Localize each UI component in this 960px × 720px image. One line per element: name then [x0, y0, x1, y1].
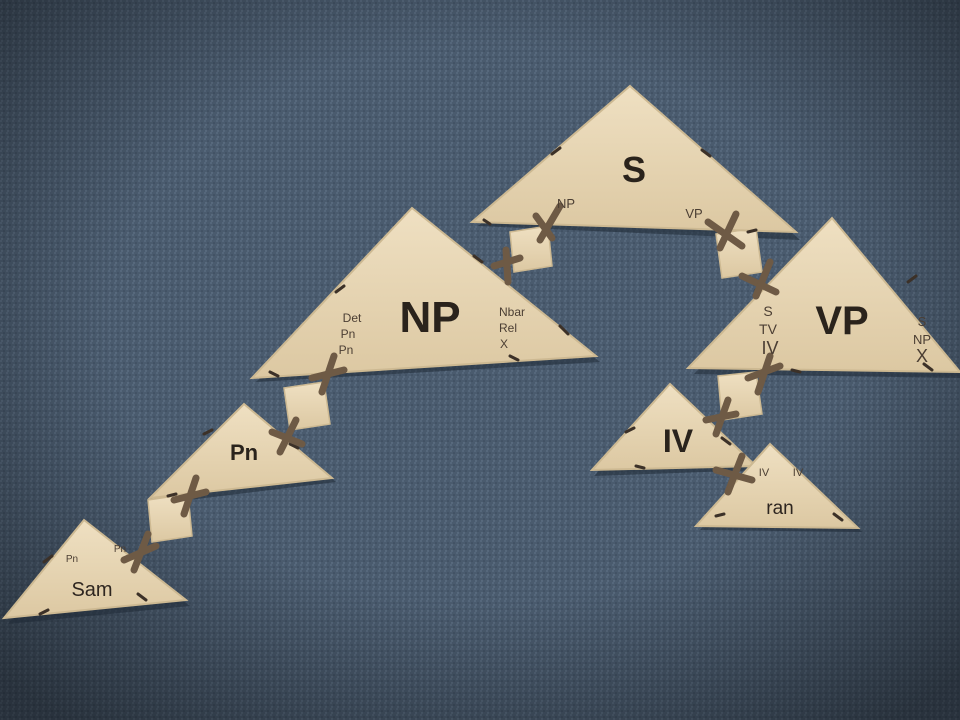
piece-np — [249, 206, 599, 380]
piece-iv — [589, 382, 759, 472]
np-left-option: Pn — [339, 343, 354, 357]
ran-slot-right: IV — [793, 467, 804, 479]
s-label: S — [622, 149, 646, 190]
vp-left-option: S — [763, 303, 772, 319]
vp-left-option: TV — [759, 321, 778, 337]
joint-clips — [120, 202, 784, 574]
s-right-slot: VP — [685, 206, 702, 221]
s-left-slot: NP — [557, 196, 575, 211]
np-label: NP — [399, 293, 460, 342]
sam-word: Sam — [71, 579, 112, 601]
sam-slot-right: Pn — [114, 544, 126, 555]
connector-vp-iv — [717, 371, 763, 421]
vp-right-option: S — [918, 314, 927, 329]
vp-left-option: IV — [761, 338, 778, 358]
pn-label: Pn — [230, 440, 258, 465]
vp-right-option: X — [916, 346, 928, 366]
np-right-option: Nbar — [499, 305, 525, 319]
ran-word: ran — [766, 498, 793, 519]
np-left-option: Pn — [341, 327, 356, 341]
np-right-option: X — [500, 337, 508, 351]
vp-label: VP — [815, 299, 868, 343]
vp-right-option: NP — [913, 332, 931, 347]
ran-slot-left: IV — [759, 467, 770, 479]
np-right-option: Rel — [499, 321, 517, 335]
sam-slot-left: Pn — [66, 554, 78, 565]
iv-label: IV — [663, 423, 694, 459]
np-left-option: Det — [343, 311, 362, 325]
